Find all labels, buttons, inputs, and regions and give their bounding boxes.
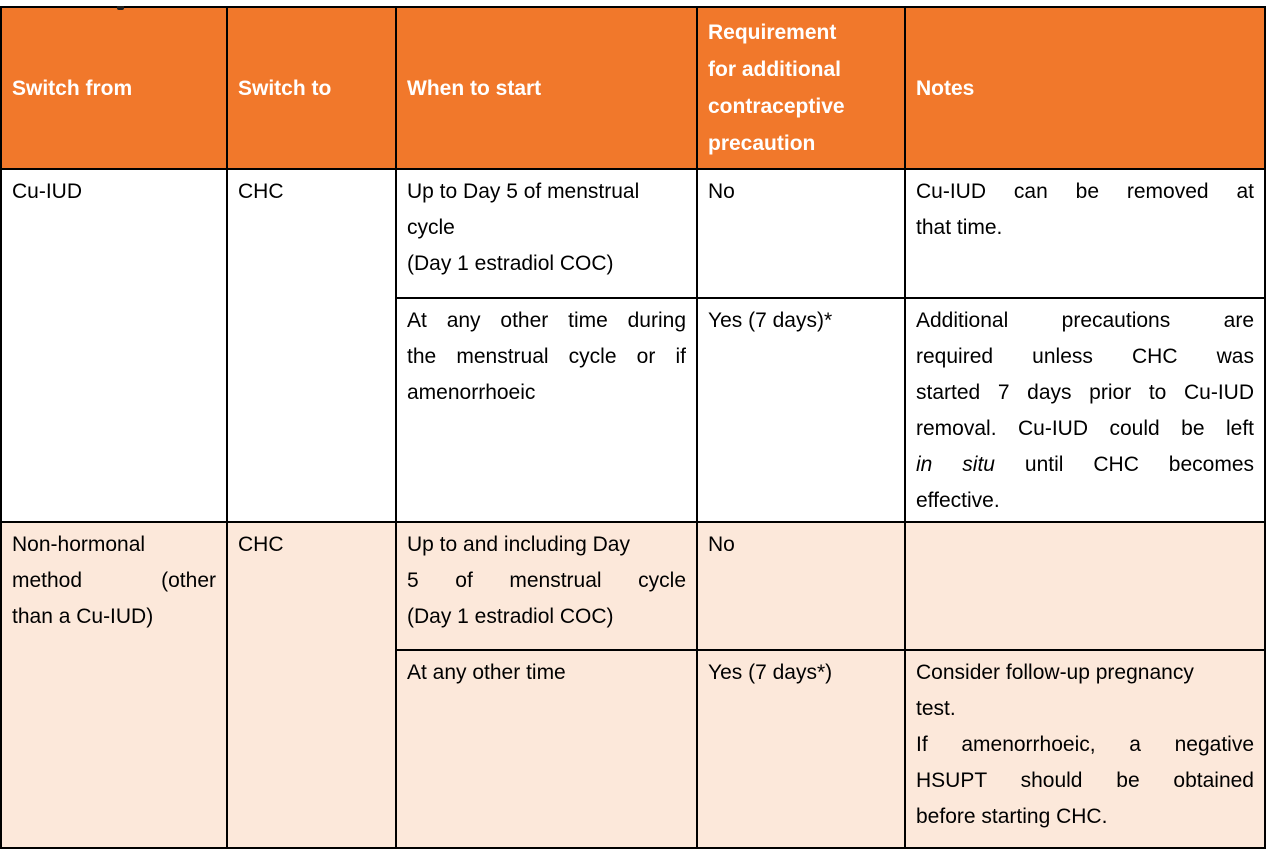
- cutoff-text-remnant: [117, 6, 124, 10]
- cell-requirement: Yes (7 days)*: [696, 297, 906, 523]
- cell-notes: Additional precautions are required unle…: [904, 297, 1266, 523]
- text-line: that time.: [916, 216, 1003, 239]
- text-line: At any other time: [407, 661, 566, 684]
- text-line: If amenorrhoeic, a negative: [916, 733, 1254, 756]
- cell-requirement: No: [696, 168, 906, 299]
- cell-notes-empty: [904, 521, 1266, 651]
- cell-requirement: Yes (7 days*): [696, 649, 906, 849]
- cell-requirement: No: [696, 521, 906, 651]
- cell-when-to-start: At any other time during the menstrual c…: [395, 297, 698, 523]
- cell-switch-from-cu-iud: Cu-IUD: [0, 168, 228, 523]
- text-line: removal. Cu-IUD could be left: [916, 417, 1254, 440]
- header-label-line: contraceptive: [708, 95, 845, 118]
- header-label-line: for additional: [708, 58, 841, 81]
- header-notes: Notes: [904, 6, 1266, 170]
- text-line: than a Cu-IUD): [12, 605, 154, 628]
- text-line: No: [708, 180, 735, 203]
- header-label: Switch from: [12, 76, 133, 100]
- text-line: Cu-IUD can be removed at: [916, 180, 1254, 203]
- header-switch-from: Switch from: [0, 6, 228, 170]
- text-line: cycle: [407, 216, 455, 239]
- text-segment: until CHC becomes: [994, 453, 1255, 476]
- header-label-line: Requirement: [708, 21, 837, 44]
- header-label-line: precaution: [708, 132, 816, 155]
- text-line: Consider follow-up pregnancy: [916, 661, 1194, 684]
- text-line: test.: [916, 697, 956, 720]
- cell-when-to-start: Up to and including Day 5 of menstrual c…: [395, 521, 698, 651]
- header-label: Switch to: [238, 76, 332, 100]
- table-header-row: Switch from Switch to When to start Requ…: [0, 6, 1266, 170]
- document-page: Switch from Switch to When to start Requ…: [0, 6, 1267, 857]
- table-row: Cu-IUD CHC Up to Day 5 of menstrual cycl…: [0, 168, 1266, 523]
- text-line: (Day 1 estradiol COC): [407, 605, 614, 628]
- text-line: Up to Day 5 of menstrual: [407, 180, 640, 203]
- header-when-to-start: When to start: [395, 6, 698, 170]
- cell-notes: Cu-IUD can be removed at that time.: [904, 168, 1266, 299]
- text-line-with-italic: in situ until CHC becomes: [916, 447, 1254, 483]
- cell-notes: Consider follow-up pregnancy test. If am…: [904, 649, 1266, 849]
- text-line: At any other time during: [407, 309, 686, 332]
- text-line: Additional precautions are: [916, 309, 1254, 332]
- table-row: At any other time during the menstrual c…: [1, 297, 1266, 523]
- table-row: At any other time Yes (7 days*) Consider…: [1, 649, 1266, 849]
- contraception-switching-table: Switch from Switch to When to start Requ…: [0, 6, 1266, 849]
- cell-switch-to-chc: CHC: [226, 521, 397, 849]
- header-switch-to: Switch to: [226, 6, 397, 170]
- text-line: 5 of menstrual cycle: [407, 569, 686, 592]
- text-line: required unless CHC was: [916, 345, 1254, 368]
- cell-switch-from-non-hormonal: Non-hormonal method (other than a Cu-IUD…: [0, 521, 228, 849]
- cell-switch-to-chc: CHC: [226, 168, 397, 523]
- text-line: the menstrual cycle or if: [407, 345, 686, 368]
- text-line: Yes (7 days*): [708, 661, 833, 684]
- cell-when-to-start: Up to Day 5 of menstrual cycle (Day 1 es…: [395, 168, 698, 299]
- text-line: No: [708, 533, 735, 556]
- header-requirement: Requirement for additional contraceptive…: [696, 6, 906, 170]
- text-line: Yes (7 days)*: [708, 309, 833, 332]
- cell-when-to-start: At any other time: [395, 649, 698, 849]
- text-line: before starting CHC.: [916, 805, 1108, 828]
- table-row: Non-hormonal method (other than a Cu-IUD…: [0, 521, 1266, 849]
- text-line: (Day 1 estradiol COC): [407, 252, 614, 275]
- text-line: HSUPT should be obtained: [916, 769, 1254, 792]
- header-label: When to start: [407, 76, 542, 100]
- text-line: amenorrhoeic: [407, 381, 536, 404]
- text-line: CHC: [238, 533, 284, 556]
- header-label: Notes: [916, 76, 975, 100]
- text-line: method (other: [12, 569, 216, 592]
- text-line: Cu-IUD: [12, 180, 83, 203]
- text-line: CHC: [238, 180, 284, 203]
- text-line: effective.: [916, 489, 1000, 512]
- text-line: Non-hormonal: [12, 533, 146, 556]
- text-line: Up to and including Day: [407, 533, 630, 556]
- italic-phrase: in situ: [916, 453, 995, 476]
- text-line: started 7 days prior to Cu-IUD: [916, 381, 1254, 404]
